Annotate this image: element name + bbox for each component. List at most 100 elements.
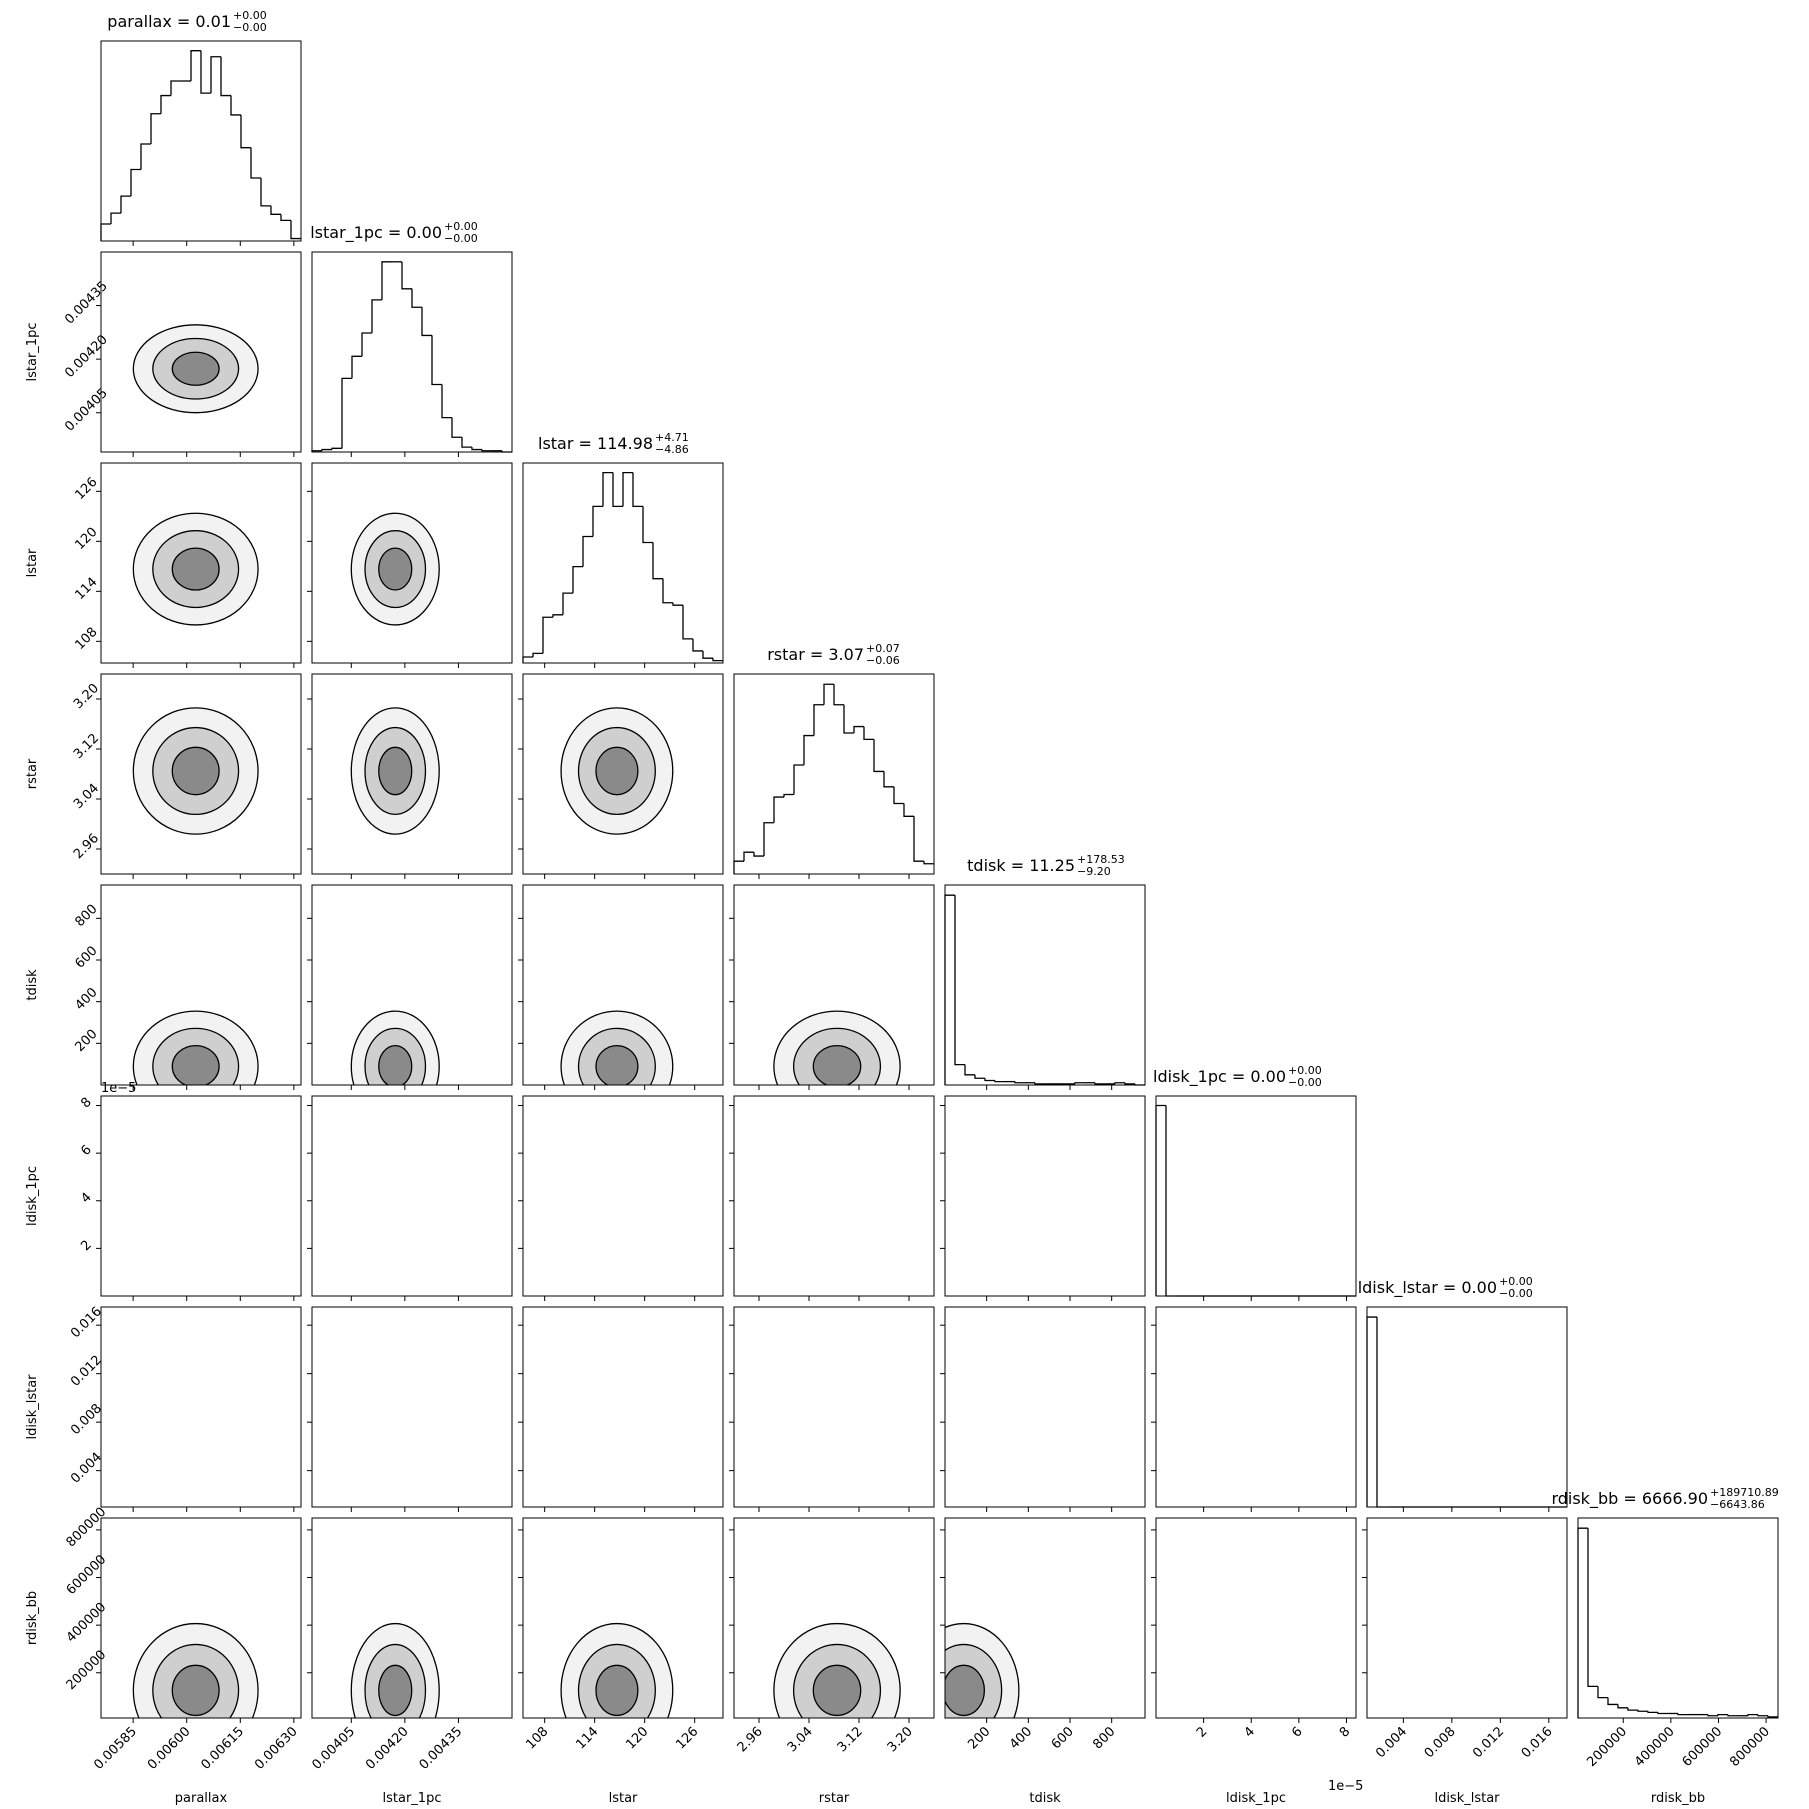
histogram-bin (823, 683, 834, 705)
y-tick-label: 400000 (64, 1600, 110, 1646)
density-contour (945, 1664, 986, 1717)
histogram-bin (190, 50, 201, 81)
histogram-bin (682, 605, 693, 640)
panel (729, 1306, 935, 1512)
histogram-bin (542, 616, 553, 654)
histogram-bin (471, 447, 482, 451)
histogram-bin (612, 472, 623, 508)
histogram-bin (1376, 1317, 1387, 1508)
panel: 0.004 0.008 0.012 0.016 (1362, 1517, 1568, 1761)
panel-frame (311, 673, 513, 875)
panel (729, 884, 935, 1090)
x-tick-label: 0.008 (1422, 1724, 1459, 1761)
histogram-bin (321, 448, 332, 451)
x-tick-label: 2 (1194, 1724, 1210, 1740)
histogram-bin (1727, 1714, 1738, 1717)
x-tick-label: 114 (573, 1724, 601, 1752)
histogram-bin (411, 288, 422, 308)
panel: 200000 400000 600000 800000 (1577, 1517, 1779, 1770)
histogram-bin (1657, 1712, 1668, 1715)
histogram-bin (803, 734, 814, 766)
x-axis-label: parallax (175, 1791, 228, 1806)
panel-frame (1577, 1517, 1779, 1719)
panel-title: tdisk = 11.25 (967, 856, 1075, 875)
x-tick-label: 120 (623, 1724, 651, 1752)
histogram-bin (381, 261, 392, 300)
histogram-bin (150, 113, 161, 145)
panel-title: rdisk_bb = 6666.90 (1551, 1489, 1708, 1509)
x-tick-label: 3.04 (785, 1724, 816, 1755)
y-axis-label: tdisk (25, 969, 40, 1001)
x-tick-label: 200 (965, 1724, 993, 1752)
y-tick-label: 800000 (64, 1505, 110, 1551)
histogram-bin (733, 860, 744, 874)
histogram-bin (913, 816, 924, 862)
panel: 2 4 6 8 (1151, 1517, 1357, 1741)
panel (518, 884, 724, 1090)
x-axis-label: lstar (609, 1791, 638, 1806)
histogram-bin (170, 80, 181, 96)
histogram-bin (793, 764, 804, 795)
density-contour (171, 547, 220, 591)
histogram-bin (773, 796, 784, 823)
histogram-bin (1014, 1081, 1025, 1084)
histogram-bin (974, 1074, 985, 1079)
histogram-bin (903, 803, 914, 817)
panel: 2 4 6 8 (78, 1095, 302, 1301)
y-tick-label: 2.96 (71, 831, 102, 862)
density-contour (595, 1044, 639, 1085)
y-tick-label: 0.00420 (62, 332, 111, 381)
panel: 2.96 3.04 3.12 3.20 (71, 673, 302, 879)
y-offset-label: 1e−5 (101, 1081, 136, 1096)
histogram-bin (1717, 1713, 1728, 1716)
histogram-bin (602, 471, 613, 507)
panel (518, 1095, 724, 1301)
histogram-bin (984, 1078, 995, 1082)
y-axis-label: lstar_1pc (25, 323, 40, 382)
histogram-bin (1114, 1082, 1125, 1084)
histogram-bin (1074, 1082, 1085, 1084)
title-upper-error: +178.53 (1077, 853, 1125, 866)
histogram-bin (1587, 1528, 1598, 1688)
histogram-bin (331, 447, 342, 450)
y-tick-label: 3.12 (71, 731, 102, 762)
panel-frame (1155, 1095, 1357, 1297)
y-tick-label: 114 (72, 575, 100, 603)
histogram-bin (954, 895, 965, 1066)
histogram-bin (481, 449, 492, 452)
histogram-bin (813, 704, 824, 736)
title-lower-error: −0.00 (233, 21, 267, 34)
histogram-bin (130, 168, 141, 197)
y-tick-label: 0.00405 (62, 386, 111, 435)
x-tick-label: 126 (673, 1724, 701, 1752)
y-tick-label: 0.012 (68, 1353, 105, 1390)
density-contour (812, 1664, 862, 1717)
panel-frame (733, 1306, 935, 1508)
histogram-bin (552, 614, 563, 618)
panel (944, 884, 1146, 1090)
histogram-bin (100, 223, 111, 241)
panel-frame (1366, 1306, 1568, 1508)
histogram-bin (944, 894, 955, 1085)
histogram-bin (441, 384, 452, 419)
x-tick-label: 0.00615 (198, 1724, 247, 1773)
histogram-bin (120, 195, 131, 214)
density-contour (171, 351, 220, 386)
histogram-bin (522, 656, 533, 663)
panel-frame (311, 884, 513, 1086)
histogram-bin (642, 506, 653, 544)
histogram-bin (863, 726, 874, 741)
x-tick-label: 0.00405 (309, 1724, 358, 1773)
histogram-bin (893, 786, 904, 805)
histogram-bin (110, 212, 121, 225)
title-lower-error: −0.00 (1288, 1076, 1322, 1089)
panel-frame (733, 1517, 935, 1719)
y-tick-label: 600000 (64, 1552, 110, 1598)
x-tick-label: 3.20 (885, 1724, 916, 1755)
x-offset-label: 1e−5 (1328, 1779, 1363, 1794)
panel-frame (311, 462, 513, 664)
panel-frame (522, 1095, 724, 1297)
title-lower-error: −9.20 (1077, 865, 1111, 878)
panel: 0.004 0.008 0.012 0.016 (68, 1304, 302, 1512)
panel (307, 673, 513, 879)
